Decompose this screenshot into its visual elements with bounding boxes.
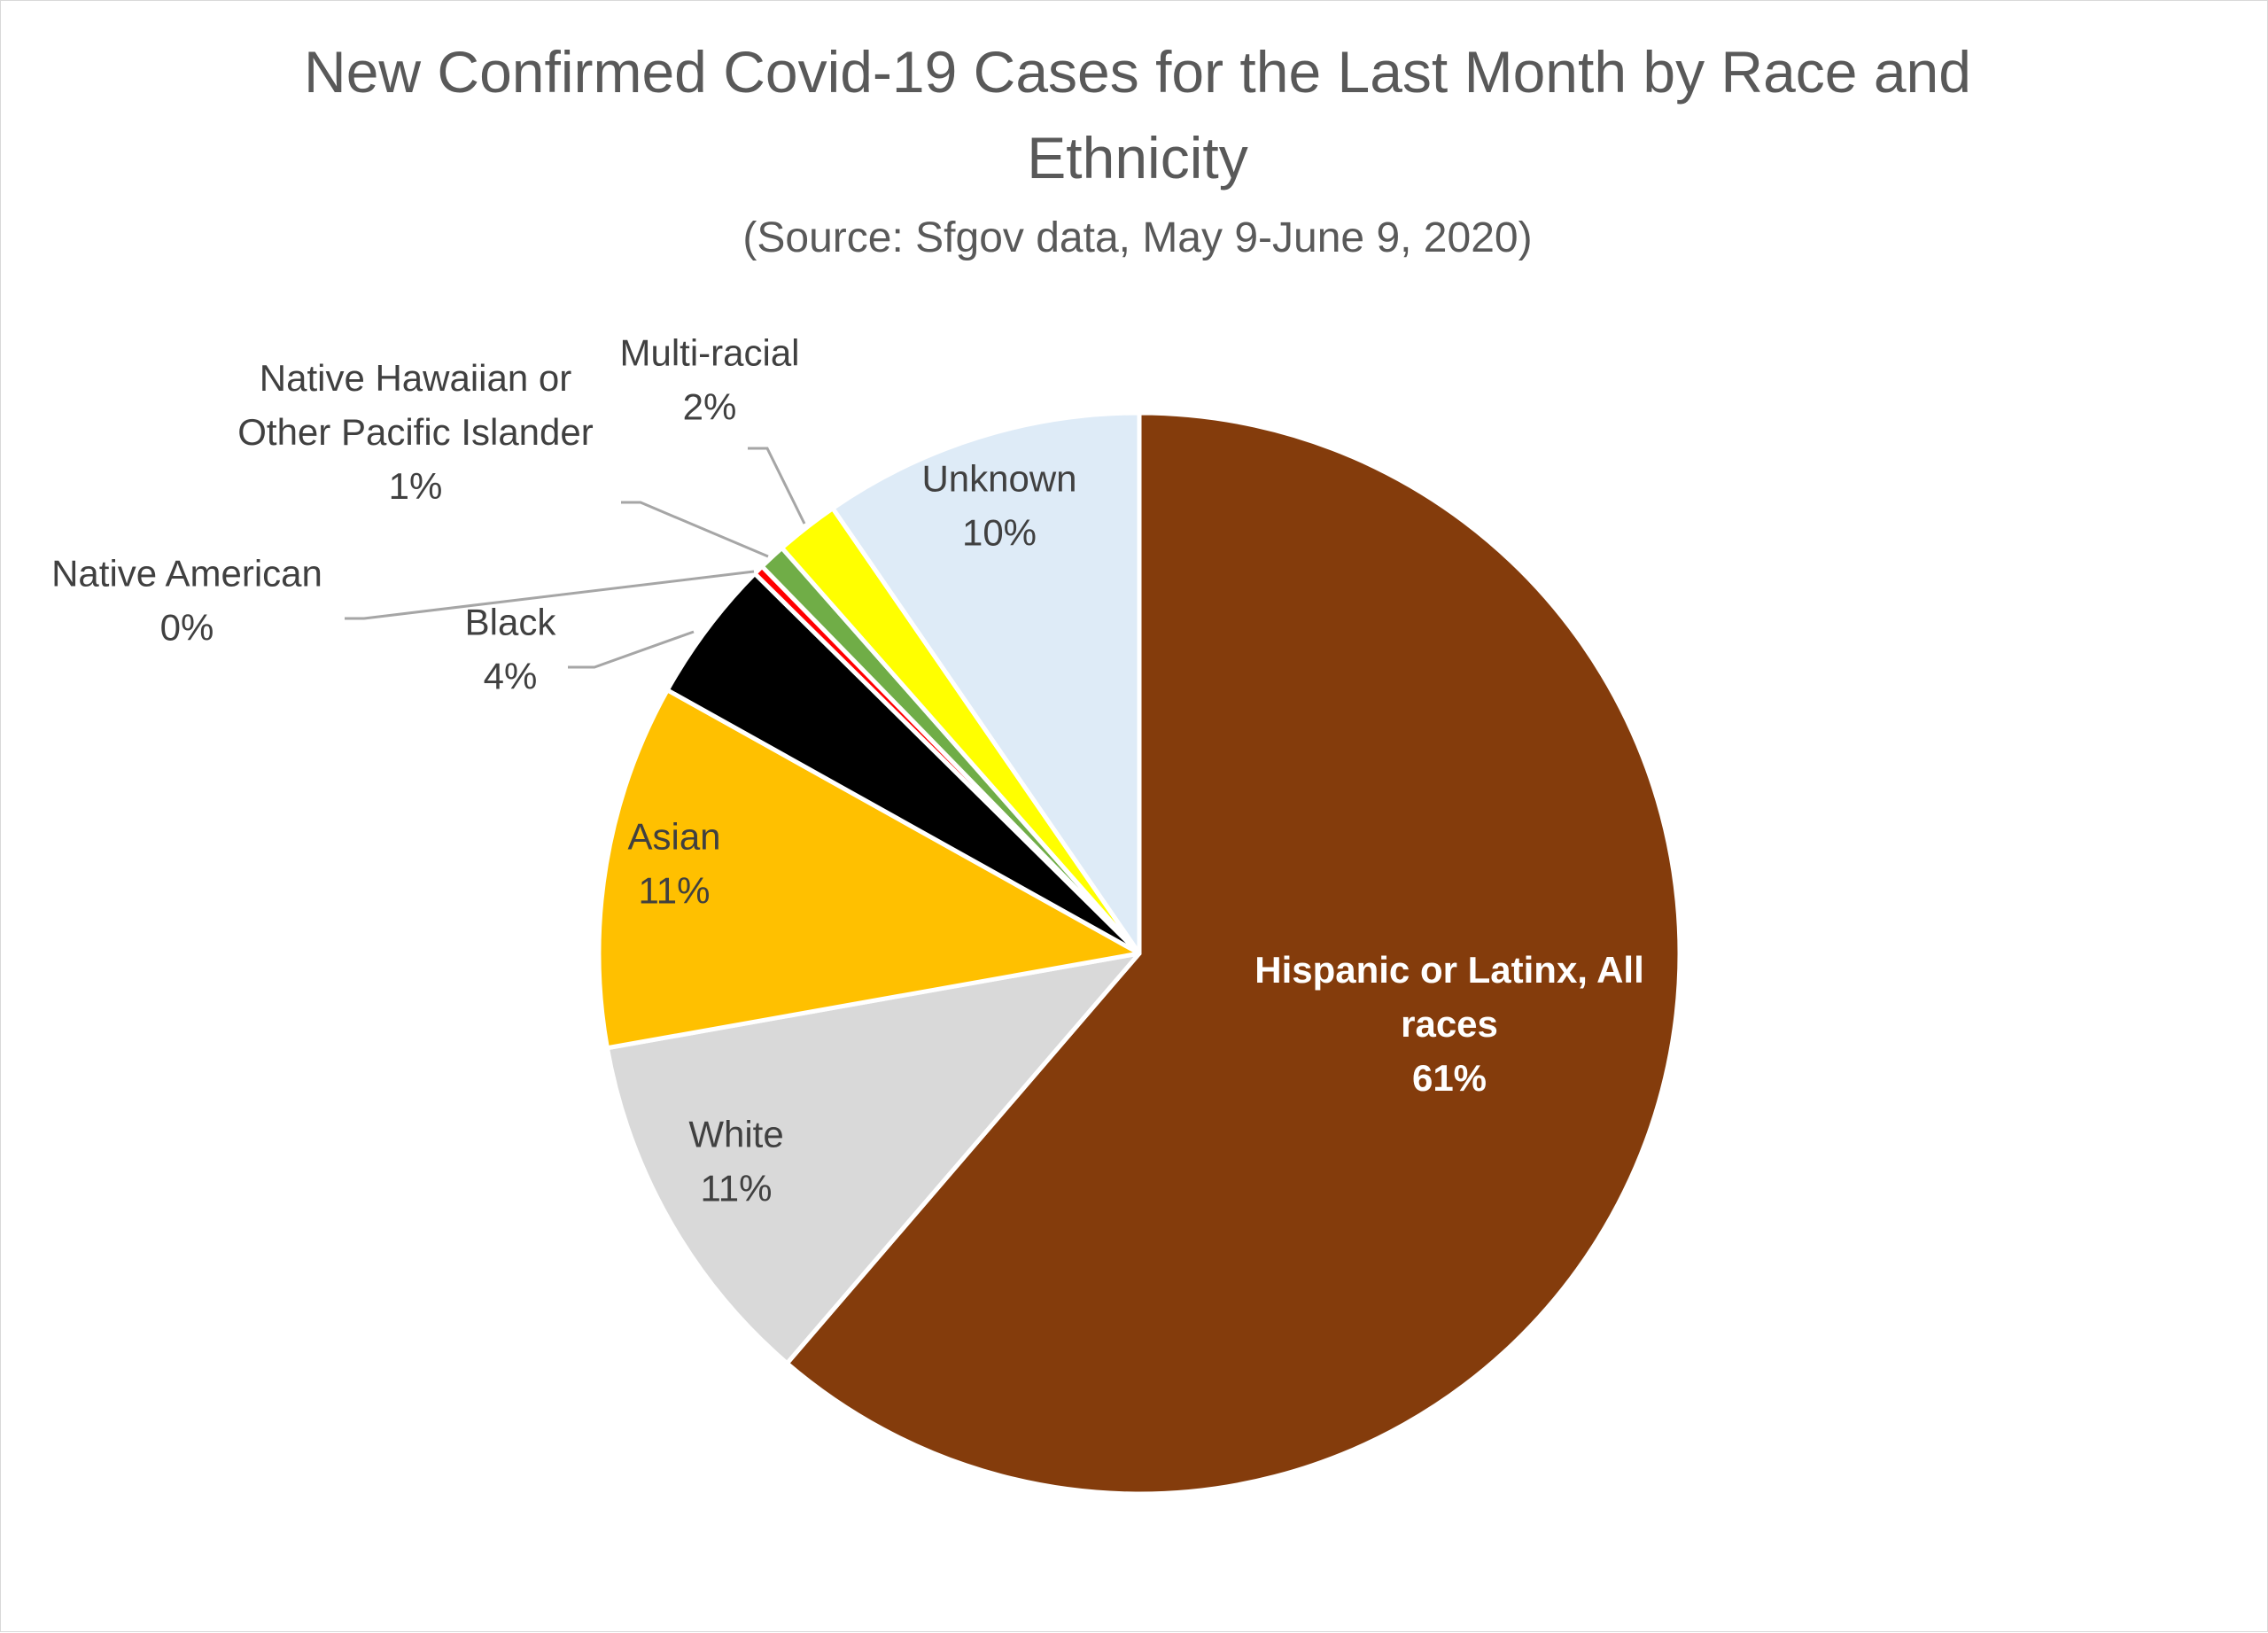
pie-slice-asian xyxy=(596,688,1142,1051)
data-label-category: White xyxy=(688,1114,783,1155)
data-label-percent: 2% xyxy=(683,386,737,428)
pie-slice-hispanic-or-latinx-all-races xyxy=(784,410,1682,1497)
pie-slice-white xyxy=(604,951,1142,1366)
data-label-percent: 10% xyxy=(962,512,1037,554)
data-label-category: Native American xyxy=(51,553,322,595)
data-label-category: Black xyxy=(465,602,557,643)
leader-line-native-hawaiian-or-other-pacific-islander xyxy=(621,501,769,558)
data-label-category: Native Hawaiian or xyxy=(260,357,572,399)
data-label-category: Asian xyxy=(627,816,720,858)
leader-lines xyxy=(345,447,806,669)
data-labels: Hispanic or Latinx, All races 61%White 11%A… xyxy=(51,332,1644,1209)
data-label-percent: 1% xyxy=(389,465,443,507)
data-label-native-american: Native American 0% xyxy=(51,553,322,649)
data-label-percent: 11% xyxy=(639,870,711,912)
data-label-category: races xyxy=(1401,1003,1498,1045)
data-label-category: Unknown xyxy=(921,458,1076,500)
data-label-native-hawaiian-or-other-pacific-islander: Native Hawaiian or Other Pacific Islander… xyxy=(237,357,594,507)
data-label-asian: Asian 11% xyxy=(627,816,720,912)
data-label-unknown: Unknown 10% xyxy=(921,458,1076,554)
pie-slice-black xyxy=(664,571,1142,956)
data-label-percent: 61% xyxy=(1412,1057,1487,1099)
data-label-percent: 11% xyxy=(701,1168,773,1209)
data-label-black: Black 4% xyxy=(465,602,557,697)
data-label-category: Other Pacific Islander xyxy=(237,411,594,453)
data-label-percent: 4% xyxy=(484,656,538,697)
data-label-multi-racial: Multi-racial 2% xyxy=(619,332,799,428)
leader-line-black xyxy=(568,630,695,669)
leader-line-multi-racial xyxy=(748,447,806,525)
pie-slice-unknown xyxy=(830,410,1142,956)
chart-title-line-1: New Confirmed Covid-19 Cases for the Las… xyxy=(304,39,1971,105)
data-label-white: White 11% xyxy=(688,1114,783,1209)
pie-slices xyxy=(596,410,1682,1497)
data-label-hispanic-or-latinx-all-races: Hispanic or Latinx, All races 61% xyxy=(1254,949,1644,1099)
data-label-percent: 0% xyxy=(160,607,214,649)
data-label-category: Multi-racial xyxy=(619,332,799,374)
chart-subtitle: (Source: Sfgov data, May 9-June 9, 2020) xyxy=(742,214,1532,261)
leader-line-native-american xyxy=(345,570,755,620)
data-label-category: Hispanic or Latinx, All xyxy=(1254,949,1644,991)
chart-title-line-2: Ethnicity xyxy=(1027,125,1247,191)
